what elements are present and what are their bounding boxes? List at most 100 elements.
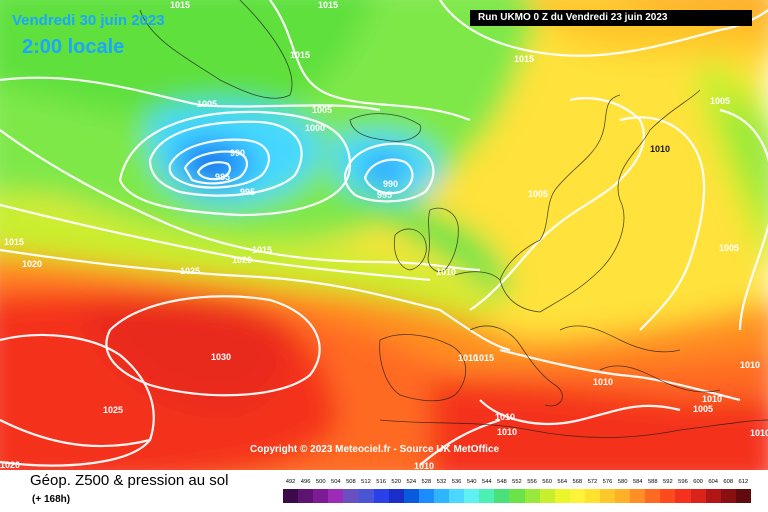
- legend-value: 600: [693, 479, 703, 485]
- legend-swatch: [554, 489, 570, 503]
- legend-value: 520: [391, 479, 402, 485]
- legend-swatch: [660, 489, 676, 503]
- legend-value: 532: [436, 479, 447, 485]
- legend-swatch: [358, 489, 374, 503]
- legend-swatch: [630, 489, 646, 503]
- isobar-label: 1005: [693, 404, 714, 414]
- forecast-range: (+ 168h): [32, 494, 71, 505]
- legend-swatch: [283, 489, 299, 503]
- isobar-label: 995: [377, 190, 393, 200]
- local-time: 2:00 locale: [22, 36, 125, 58]
- legend-swatch: [599, 489, 616, 503]
- legend-value: 576: [602, 479, 613, 485]
- legend-value: 544: [481, 479, 492, 485]
- legend-value: 508: [346, 479, 356, 485]
- legend-swatch: [464, 489, 480, 503]
- legend-value: 540: [466, 479, 477, 485]
- isobar-label: 1010: [414, 461, 435, 471]
- legend-swatch: [509, 489, 525, 503]
- legend-swatch: [449, 489, 465, 503]
- isobar-label: 1015: [474, 353, 495, 363]
- weather-map: [0, 0, 768, 470]
- legend-swatch: [313, 489, 329, 503]
- isobar-label: 1005: [719, 243, 740, 253]
- isobar-label: 1030: [211, 352, 232, 362]
- legend-swatch: [569, 489, 585, 503]
- legend-value: 588: [647, 479, 658, 485]
- legend-swatch: [388, 489, 404, 503]
- legend-swatch: [433, 489, 450, 503]
- legend-value: 492: [285, 479, 296, 485]
- legend-swatch: [584, 489, 600, 503]
- legend-value: 560: [542, 479, 552, 485]
- legend-swatch: [298, 489, 314, 503]
- copyright: Copyright © 2023 Meteociel.fr - Source U…: [250, 444, 500, 455]
- legend-value: 552: [512, 479, 522, 485]
- coastlines: [139, 0, 768, 438]
- legend-swatch: [418, 489, 434, 503]
- legend-swatch: [675, 489, 691, 503]
- color-scale-legend: 492 496 500 504 508 512 516 520 524 528 532 536 540 5…: [283, 477, 751, 507]
- legend-swatch: [720, 489, 736, 503]
- legend-value: 548: [497, 479, 507, 485]
- isobar-label: 1015: [170, 0, 191, 10]
- legend-value: 528: [421, 479, 432, 485]
- legend-value: 516: [376, 479, 386, 485]
- legend-values: 492 496 500 504 508 512 516 520 524 528 532 536 540 5…: [283, 477, 751, 487]
- legend-value: 568: [572, 479, 583, 485]
- legend-swatch: [690, 489, 706, 503]
- isobars: [0, 0, 768, 466]
- isobar-label: 990: [383, 179, 399, 189]
- isobar-label: 1015: [4, 237, 25, 247]
- isobar-label: 1015: [252, 245, 273, 255]
- legend-swatch: [705, 489, 721, 503]
- isobar-label: 1010: [458, 353, 479, 363]
- isobar-label: 1015: [290, 50, 311, 60]
- legend-swatch: [373, 489, 389, 503]
- legend-value: 504: [330, 479, 341, 485]
- legend-value: 572: [587, 479, 598, 485]
- legend-swatch: [645, 489, 661, 503]
- legend-value: 512: [361, 479, 371, 485]
- isobar-label: 1015: [318, 0, 339, 10]
- legend-value: 596: [678, 479, 688, 485]
- legend-value: 536: [451, 479, 462, 485]
- legend-swatch: [328, 489, 344, 503]
- isobar-label: 1005: [197, 99, 218, 109]
- isobar-label: 1010: [650, 144, 671, 154]
- legend-color-bar: [283, 489, 751, 503]
- isobar-label: 1015: [514, 54, 535, 64]
- isobar-label: 1005: [710, 96, 731, 106]
- isobar-label: 1010: [495, 412, 516, 422]
- isobar-label: 1020: [22, 259, 43, 269]
- isobar-label: 1010: [497, 427, 518, 437]
- legend-value: 592: [663, 479, 673, 485]
- isobar-label: 1010: [436, 267, 457, 277]
- legend-value: 556: [527, 479, 537, 485]
- isobar-label: 1010: [702, 394, 723, 404]
- legend-value: 584: [632, 479, 643, 485]
- legend-swatch: [524, 489, 540, 503]
- legend-value: 580: [617, 479, 628, 485]
- run-info: Run UKMO 0 Z du Vendredi 23 juin 2023: [470, 10, 752, 26]
- legend-swatch: [343, 489, 359, 503]
- isobar-label: 985: [215, 172, 231, 182]
- isobar-label: 995: [240, 187, 256, 197]
- isobar-label: 1010: [750, 428, 768, 438]
- legend-value: 608: [723, 479, 734, 485]
- legend-value: 496: [300, 479, 311, 485]
- isobar-label: 1005: [528, 189, 549, 199]
- isobar-label: 1010: [593, 377, 614, 387]
- isobar-label: 1000: [305, 123, 326, 133]
- legend-swatch: [403, 489, 419, 503]
- isobar-label: 1020: [232, 255, 253, 265]
- forecast-date: Vendredi 30 juin 2023: [12, 12, 165, 29]
- isobar-label: 1025: [180, 266, 201, 276]
- legend-swatch: [615, 489, 631, 503]
- legend-swatch: [735, 489, 751, 503]
- legend-value: 524: [406, 479, 417, 485]
- isobar-label: 1005: [312, 105, 333, 115]
- legend-value: 500: [315, 479, 326, 485]
- legend-swatch: [479, 489, 495, 503]
- legend-swatch: [539, 489, 555, 503]
